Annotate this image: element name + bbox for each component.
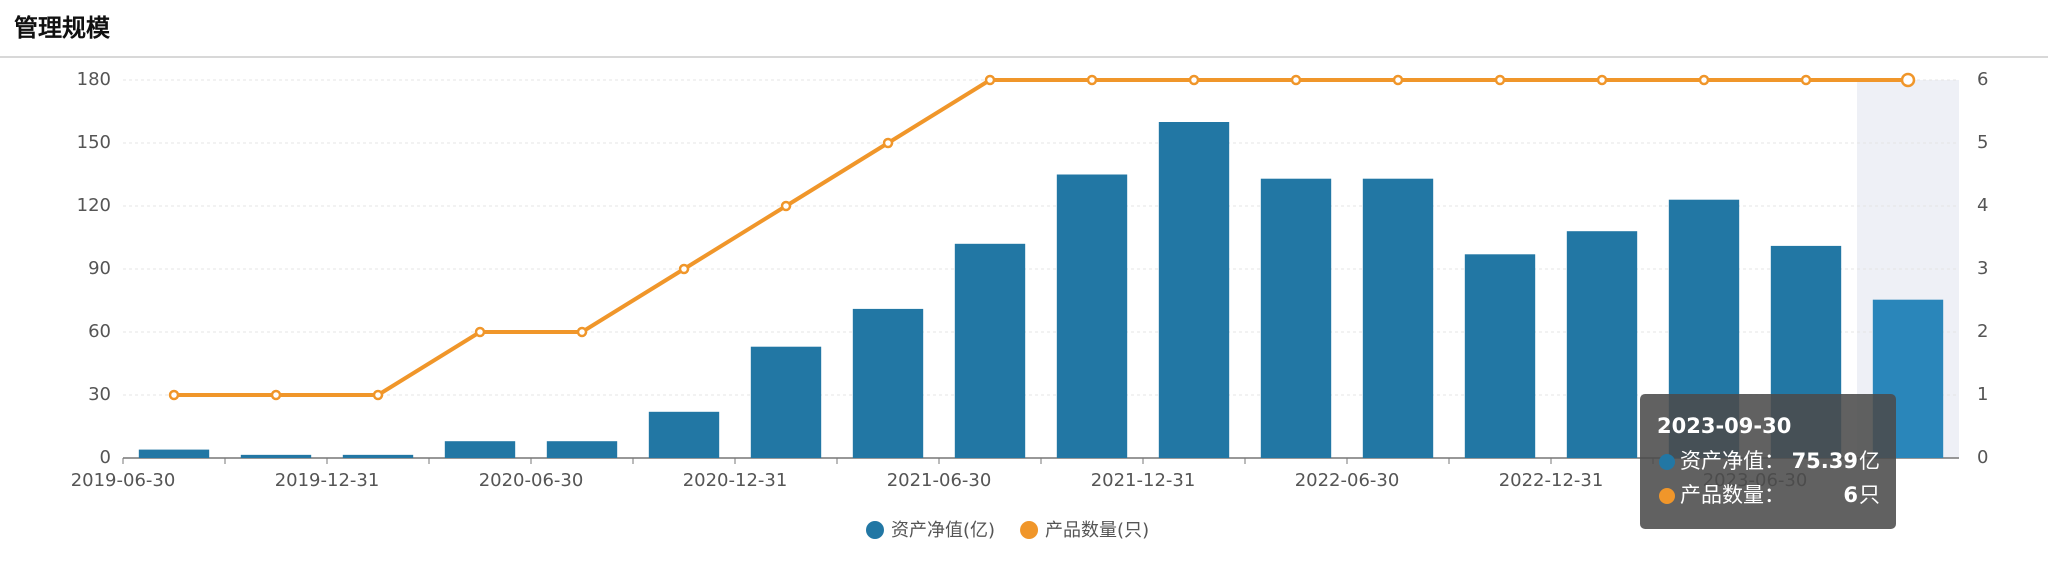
y2-tick-label: 0: [1977, 447, 1988, 468]
tooltip-label: 产品数量：: [1680, 483, 1785, 507]
line-point: [1494, 74, 1506, 86]
line-point: [1900, 72, 1916, 88]
x-tick-label: 2022-06-30: [1295, 470, 1400, 491]
y2-tick-label: 5: [1977, 132, 1988, 153]
chart-title: 管理规模: [14, 14, 111, 42]
line-point: [1800, 74, 1812, 86]
line-point: [984, 74, 996, 86]
x-tick-label: 2019-06-30: [71, 470, 176, 491]
x-tick-label: 2021-12-31: [1091, 470, 1196, 491]
bar: [1566, 231, 1638, 458]
bar: [1464, 254, 1536, 458]
bar: [1056, 174, 1128, 458]
tooltip-box: [1640, 394, 1896, 529]
bar: [852, 308, 924, 458]
bar: [444, 441, 516, 458]
y-tick-label: 0: [100, 447, 111, 468]
x-tick-label: 2019-12-31: [275, 470, 380, 491]
bar: [1362, 178, 1434, 458]
y-tick-label: 150: [77, 132, 111, 153]
line-point: [1596, 74, 1608, 86]
line-point: [1392, 74, 1404, 86]
bar: [138, 449, 210, 458]
bar: [750, 346, 822, 458]
tooltip-value: 75.39: [1792, 449, 1858, 473]
line-point: [1086, 74, 1098, 86]
legend-marker: [1020, 521, 1039, 539]
x-tick-label: 2021-06-30: [887, 470, 992, 491]
tooltip-label: 资产净值：: [1680, 449, 1785, 473]
y2-tick-label: 3: [1977, 258, 1988, 279]
y2-tick-label: 4: [1977, 195, 1988, 216]
line-point: [1290, 74, 1302, 86]
line-point: [474, 326, 486, 338]
line-point: [882, 137, 894, 149]
y-tick-label: 30: [88, 384, 111, 405]
bar: [1260, 178, 1332, 458]
tooltip-marker: [1659, 454, 1675, 470]
line-point: [780, 200, 792, 212]
tooltip-value: 6: [1843, 483, 1858, 507]
tooltip-marker: [1659, 488, 1675, 504]
line-point: [1188, 74, 1200, 86]
bar: [546, 441, 618, 458]
line: [174, 78, 1908, 397]
line-point: [270, 389, 282, 401]
bar: [342, 454, 414, 458]
tooltip-unit: 亿: [1859, 449, 1880, 473]
line-point: [678, 263, 690, 275]
y2-tick-label: 2: [1977, 321, 1988, 342]
y2-tick-label: 1: [1977, 384, 1988, 405]
bar: [240, 454, 312, 458]
legend-label: 产品数量(只): [1045, 520, 1149, 541]
line-point: [168, 389, 180, 401]
tooltip-unit: 只: [1859, 483, 1880, 507]
y-tick-label: 120: [77, 195, 111, 216]
tooltip: 2023-09-30 资产净值： 亿75.39 产品数量： 只6: [1640, 394, 1896, 529]
y-tick-label: 90: [88, 258, 111, 279]
line-point: [1698, 74, 1710, 86]
x-tick-label: 2020-12-31: [683, 470, 788, 491]
y2-tick-label: 6: [1977, 69, 1988, 90]
y-tick-label: 180: [77, 69, 111, 90]
legend-label: 资产净值(亿): [891, 520, 995, 541]
bar: [1158, 122, 1230, 458]
x-tick-label: 2020-06-30: [479, 470, 584, 491]
bar: [954, 243, 1026, 458]
line-point: [372, 389, 384, 401]
legend-marker: [866, 521, 884, 539]
x-tick-label: 2022-12-31: [1499, 470, 1604, 491]
bar: [648, 411, 720, 458]
tooltip-title: 2023-09-30: [1657, 414, 1791, 438]
line-point: [576, 326, 588, 338]
y-tick-label: 60: [88, 321, 111, 342]
